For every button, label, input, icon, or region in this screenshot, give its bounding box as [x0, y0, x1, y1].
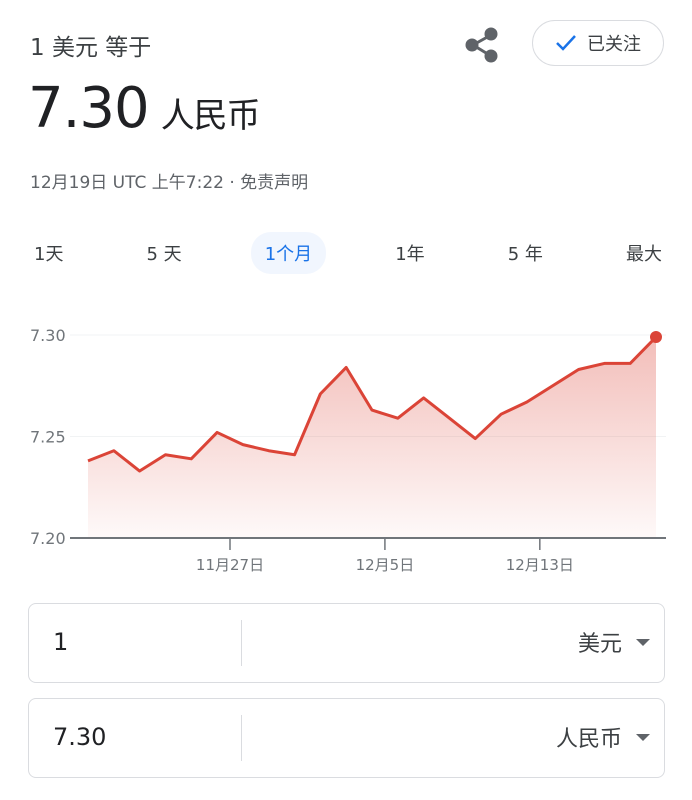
follow-label: 已关注: [587, 34, 641, 55]
data-point: [650, 331, 662, 344]
rate-value: 7.30 人民币: [28, 76, 261, 141]
timestamp-disclaimer[interactable]: 12月19日 UTC 上午7:22 · 免责声明: [30, 173, 309, 193]
converter-row-from: 1 美元: [28, 603, 665, 683]
tab-1y[interactable]: 1年: [395, 244, 425, 265]
y-tick-label: 7.30: [30, 326, 66, 345]
dropdown-arrow-icon: [636, 733, 650, 741]
currency-label: 美元: [577, 632, 622, 657]
divider: [241, 620, 242, 666]
area-fill: [88, 337, 656, 538]
follow-button[interactable]: 已关注: [532, 20, 664, 66]
x-tick-label: 12月5日: [356, 556, 415, 574]
currency-select-to[interactable]: 人民币: [556, 721, 650, 753]
x-tick-label: 11月27日: [196, 556, 264, 574]
series-line: [87, 335, 658, 473]
rate-currency: 人民币: [160, 96, 261, 136]
y-tick-label: 7.25: [30, 428, 66, 447]
tab-1m[interactable]: 1个月: [250, 232, 327, 274]
divider: [241, 715, 242, 761]
checkmark-icon: [556, 35, 576, 51]
equals-text: 1 美元 等于: [30, 35, 152, 61]
dropdown-arrow-icon: [636, 638, 650, 646]
tab-5y[interactable]: 5 年: [507, 244, 543, 265]
x-tick-label: 12月13日: [506, 556, 574, 574]
y-tick-label: 7.20: [30, 529, 66, 548]
rate-chart[interactable]: 7.30 7.25 7.20 11月27日 12月5日 12月13日: [0, 310, 692, 580]
tab-max[interactable]: 最大: [625, 244, 662, 265]
rate-number: 7.30: [28, 76, 150, 141]
amount-input-from[interactable]: 1: [53, 628, 69, 656]
amount-input-to[interactable]: 7.30: [53, 723, 107, 751]
tab-1d[interactable]: 1天: [34, 244, 64, 265]
converter-row-to: 7.30 人民币: [28, 698, 665, 778]
tab-5d[interactable]: 5 天: [146, 244, 182, 265]
share-icon[interactable]: [462, 26, 502, 66]
currency-select-from[interactable]: 美元: [578, 626, 650, 658]
range-tabs: 1天 5 天 1个月 1年 5 年 最大: [20, 232, 676, 274]
currency-label: 人民币: [555, 727, 622, 752]
